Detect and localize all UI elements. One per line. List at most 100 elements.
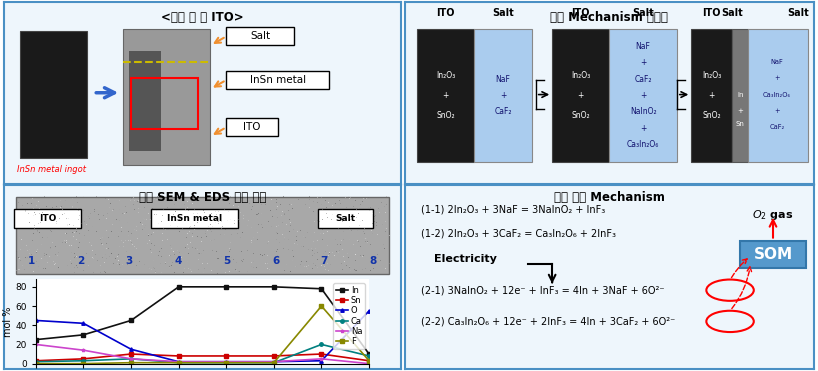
- Text: (2-2) Ca₃In₂O₆ + 12e⁻ + 2InF₃ = 4In + 3CaF₂ + 6O²⁻: (2-2) Ca₃In₂O₆ + 12e⁻ + 2InF₃ = 4In + 3C…: [421, 316, 676, 326]
- Bar: [317, 209, 373, 228]
- Ca: [317, 342, 326, 347]
- Text: ITO: ITO: [39, 214, 56, 223]
- Bar: [417, 29, 474, 162]
- Text: (1-2) 2In₂O₃ + 3CaF₂ = Ca₃In₂O₆ + 2InF₃: (1-2) 2In₂O₃ + 3CaF₂ = Ca₃In₂O₆ + 2InF₃: [421, 228, 616, 238]
- Sn: [79, 357, 88, 361]
- Text: InSn metal: InSn metal: [167, 214, 222, 223]
- Bar: [227, 71, 330, 89]
- F: [222, 361, 231, 365]
- Bar: [691, 29, 732, 162]
- Text: $O_2$ gas: $O_2$ gas: [753, 208, 793, 222]
- F: [79, 361, 88, 366]
- Line: In: In: [34, 285, 371, 356]
- Text: Salt: Salt: [788, 8, 810, 18]
- Text: Salt: Salt: [335, 214, 355, 223]
- F: [364, 358, 374, 363]
- Bar: [748, 29, 808, 162]
- Text: (2-1) 3NaInO₂ + 12e⁻ + InF₃ = 4In + 3NaF + 6O²⁻: (2-1) 3NaInO₂ + 12e⁻ + InF₃ = 4In + 3NaF…: [421, 285, 665, 295]
- Na: [126, 357, 136, 361]
- In: [126, 318, 136, 323]
- Text: ITO: ITO: [243, 122, 261, 132]
- Text: 8: 8: [370, 256, 376, 266]
- Sn: [173, 354, 183, 358]
- Legend: In, Sn, O, Ca, Na, F: In, Sn, O, Ca, Na, F: [334, 283, 365, 349]
- Text: SnO₂: SnO₂: [437, 111, 455, 120]
- Na: [31, 342, 41, 347]
- Bar: [129, 51, 161, 151]
- F: [31, 361, 41, 366]
- O: [31, 318, 41, 323]
- Ca: [126, 357, 136, 361]
- FancyBboxPatch shape: [740, 240, 806, 268]
- Bar: [474, 29, 532, 162]
- F: [173, 361, 183, 365]
- Sn: [126, 352, 136, 356]
- F: [269, 361, 279, 365]
- Text: 3: 3: [126, 256, 133, 266]
- F: [317, 304, 326, 308]
- In: [31, 337, 41, 342]
- O: [364, 309, 374, 313]
- Text: 예상 반응 Mechanism: 예상 반응 Mechanism: [554, 191, 665, 204]
- Line: O: O: [34, 309, 371, 364]
- Bar: [732, 29, 748, 162]
- O: [79, 321, 88, 325]
- Line: Sn: Sn: [34, 352, 371, 362]
- Text: SnO₂: SnO₂: [572, 111, 590, 120]
- Y-axis label: mol %: mol %: [2, 306, 12, 336]
- Text: Ca₃In₂O₆: Ca₃In₂O₆: [627, 140, 659, 149]
- Ca: [222, 361, 231, 365]
- Bar: [14, 209, 82, 228]
- Text: NaInO₂: NaInO₂: [630, 107, 657, 116]
- Text: 단면 SEM & EDS 분석 결과: 단면 SEM & EDS 분석 결과: [139, 191, 266, 204]
- In: [317, 286, 326, 291]
- Text: In: In: [737, 92, 744, 98]
- Ca: [269, 361, 279, 365]
- Na: [79, 348, 88, 352]
- Text: +: +: [708, 91, 715, 100]
- Text: 5: 5: [223, 256, 231, 266]
- In: [269, 285, 279, 289]
- Line: Ca: Ca: [34, 343, 371, 364]
- Text: ITO: ITO: [437, 8, 455, 18]
- Text: Ca₃In₂O₆: Ca₃In₂O₆: [763, 92, 791, 98]
- Text: 반응 Mechanism 모식도: 반응 Mechanism 모식도: [551, 11, 668, 24]
- Text: +: +: [775, 75, 780, 81]
- Text: InSn metal: InSn metal: [249, 75, 306, 85]
- Text: In₂O₃: In₂O₃: [702, 71, 721, 80]
- Text: +: +: [737, 108, 744, 114]
- In: [364, 352, 374, 356]
- Text: SOM: SOM: [753, 247, 793, 262]
- Text: NaF: NaF: [496, 75, 510, 83]
- Text: +: +: [578, 91, 584, 100]
- Text: 7: 7: [321, 256, 328, 266]
- Text: CaF₂: CaF₂: [770, 124, 784, 130]
- Text: 1: 1: [29, 256, 35, 266]
- Text: +: +: [775, 108, 780, 114]
- Sn: [317, 352, 326, 356]
- O: [222, 359, 231, 364]
- Text: NaF: NaF: [636, 42, 650, 51]
- Text: +: +: [500, 91, 506, 100]
- In: [222, 285, 231, 289]
- O: [126, 347, 136, 351]
- In: [79, 333, 88, 337]
- O: [317, 358, 326, 363]
- Ca: [79, 358, 88, 363]
- Text: ITO: ITO: [703, 8, 721, 18]
- Sn: [222, 354, 231, 358]
- Text: In₂O₃: In₂O₃: [571, 71, 591, 80]
- Line: F: F: [34, 304, 371, 365]
- Sn: [269, 354, 279, 358]
- Text: +: +: [640, 124, 646, 133]
- Na: [364, 361, 374, 366]
- Text: Electricity: Electricity: [434, 254, 497, 264]
- Sn: [31, 358, 41, 363]
- Text: CaF₂: CaF₂: [635, 75, 652, 83]
- Bar: [227, 27, 294, 46]
- Bar: [20, 31, 88, 158]
- Line: Na: Na: [34, 343, 371, 365]
- In: [173, 285, 183, 289]
- Text: SnO₂: SnO₂: [703, 111, 721, 120]
- Ca: [173, 361, 183, 365]
